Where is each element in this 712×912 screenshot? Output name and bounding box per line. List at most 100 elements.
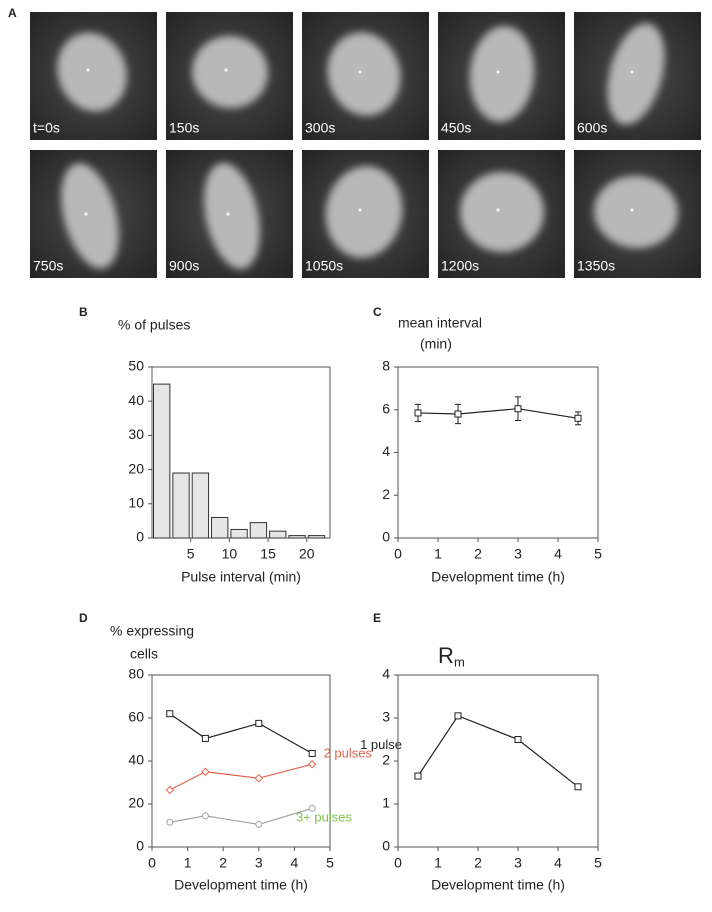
cell-nucleus xyxy=(607,23,665,125)
x-tick-label: 20 xyxy=(299,546,315,562)
data-point xyxy=(454,712,462,720)
y-axis-title: (min) xyxy=(420,336,452,352)
y-tick-label: 20 xyxy=(128,795,144,811)
y-tick-label: 80 xyxy=(128,666,144,682)
y-axis-title: R xyxy=(438,643,454,668)
data-point xyxy=(414,772,422,780)
micrograph: 1200s xyxy=(438,150,565,278)
y-tick-label: 2 xyxy=(382,752,390,768)
y-tick-label: 40 xyxy=(128,392,144,408)
series-label: 3+ pulses xyxy=(296,810,353,825)
panel-label: C xyxy=(373,305,382,319)
plot-frame xyxy=(397,366,599,539)
series-line xyxy=(169,713,313,754)
data-point xyxy=(255,719,263,727)
cell-nucleus xyxy=(61,163,119,269)
data-point xyxy=(574,783,582,791)
x-tick-label: 0 xyxy=(148,855,156,871)
x-tick-label: 1 xyxy=(434,546,442,562)
cell-nucleus xyxy=(192,35,268,109)
x-tick-label: 15 xyxy=(260,546,276,562)
panel-label: D xyxy=(79,611,88,625)
micrograph: 900s xyxy=(166,150,293,278)
micrograph: 450s xyxy=(438,12,565,140)
y-tick-label: 60 xyxy=(128,709,144,725)
micrograph: 150s xyxy=(166,12,293,140)
data-point xyxy=(308,749,316,757)
x-tick-label: 5 xyxy=(594,855,602,871)
bar xyxy=(153,383,171,539)
data-point xyxy=(574,414,582,422)
cell-nucleus xyxy=(327,32,401,116)
data-point xyxy=(165,785,175,795)
nuclear-spot xyxy=(358,70,362,74)
series-line xyxy=(169,763,313,791)
bar xyxy=(172,472,190,539)
frame-label: 300s xyxy=(305,120,335,136)
series-line xyxy=(417,715,579,788)
nuclear-spot xyxy=(496,208,500,212)
series-label: 2 pulses xyxy=(324,746,373,761)
bar xyxy=(211,516,229,539)
y-tick-label: 0 xyxy=(136,529,144,545)
bar xyxy=(307,535,326,539)
panel-label: A xyxy=(8,6,17,20)
panel-label: E xyxy=(373,611,381,625)
y-axis-title: % expressing xyxy=(110,623,194,639)
x-axis-title: Development time (h) xyxy=(174,877,308,893)
micrograph: 600s xyxy=(574,12,701,140)
y-tick-label: 50 xyxy=(128,358,144,374)
x-tick-label: 4 xyxy=(291,855,299,871)
data-point xyxy=(201,812,209,820)
y-axis-title-subscript: m xyxy=(454,654,465,669)
data-point xyxy=(166,818,174,826)
nuclear-spot xyxy=(84,212,88,216)
nuclear-spot xyxy=(358,208,362,212)
micrograph: t=0s xyxy=(30,12,157,140)
micrograph: 750s xyxy=(30,150,157,278)
y-axis-title: cells xyxy=(130,646,158,662)
bar xyxy=(269,530,287,539)
y-tick-label: 40 xyxy=(128,752,144,768)
frame-label: 150s xyxy=(169,120,199,136)
cell-nucleus xyxy=(469,26,535,122)
data-point xyxy=(454,410,462,418)
y-tick-label: 1 xyxy=(382,795,390,811)
y-tick-label: 8 xyxy=(382,358,390,374)
frame-label: 600s xyxy=(577,120,607,136)
nuclear-spot xyxy=(630,208,634,212)
y-tick-label: 0 xyxy=(382,838,390,854)
x-tick-label: 1 xyxy=(184,855,192,871)
frame-label: 1050s xyxy=(305,258,343,274)
x-tick-label: 2 xyxy=(219,855,227,871)
frame-label: 750s xyxy=(33,258,63,274)
y-axis-title: % of pulses xyxy=(118,317,190,333)
frame-label: 1200s xyxy=(441,258,479,274)
series-line xyxy=(417,408,579,419)
data-point xyxy=(254,773,264,783)
x-tick-label: 2 xyxy=(474,855,482,871)
cell-nucleus xyxy=(204,162,260,270)
x-tick-label: 1 xyxy=(434,855,442,871)
nuclear-spot xyxy=(630,70,634,74)
x-axis-title: Pulse interval (min) xyxy=(181,569,301,585)
x-tick-label: 5 xyxy=(326,855,334,871)
series-label: 1 pulse xyxy=(360,737,402,752)
panel-label: B xyxy=(79,305,88,319)
y-tick-label: 30 xyxy=(128,426,144,442)
y-tick-label: 4 xyxy=(382,666,390,682)
x-tick-label: 4 xyxy=(554,546,562,562)
data-point xyxy=(166,710,174,718)
y-tick-label: 0 xyxy=(382,529,390,545)
x-tick-label: 3 xyxy=(514,855,522,871)
x-axis-title: Development time (h) xyxy=(431,877,565,893)
y-tick-label: 4 xyxy=(382,443,390,459)
nuclear-spot xyxy=(226,212,230,216)
bar xyxy=(249,522,268,539)
nuclear-spot xyxy=(496,70,500,74)
data-point xyxy=(414,409,422,417)
nuclear-spot xyxy=(86,68,90,72)
cell-nucleus xyxy=(594,175,678,249)
bar xyxy=(288,535,306,539)
